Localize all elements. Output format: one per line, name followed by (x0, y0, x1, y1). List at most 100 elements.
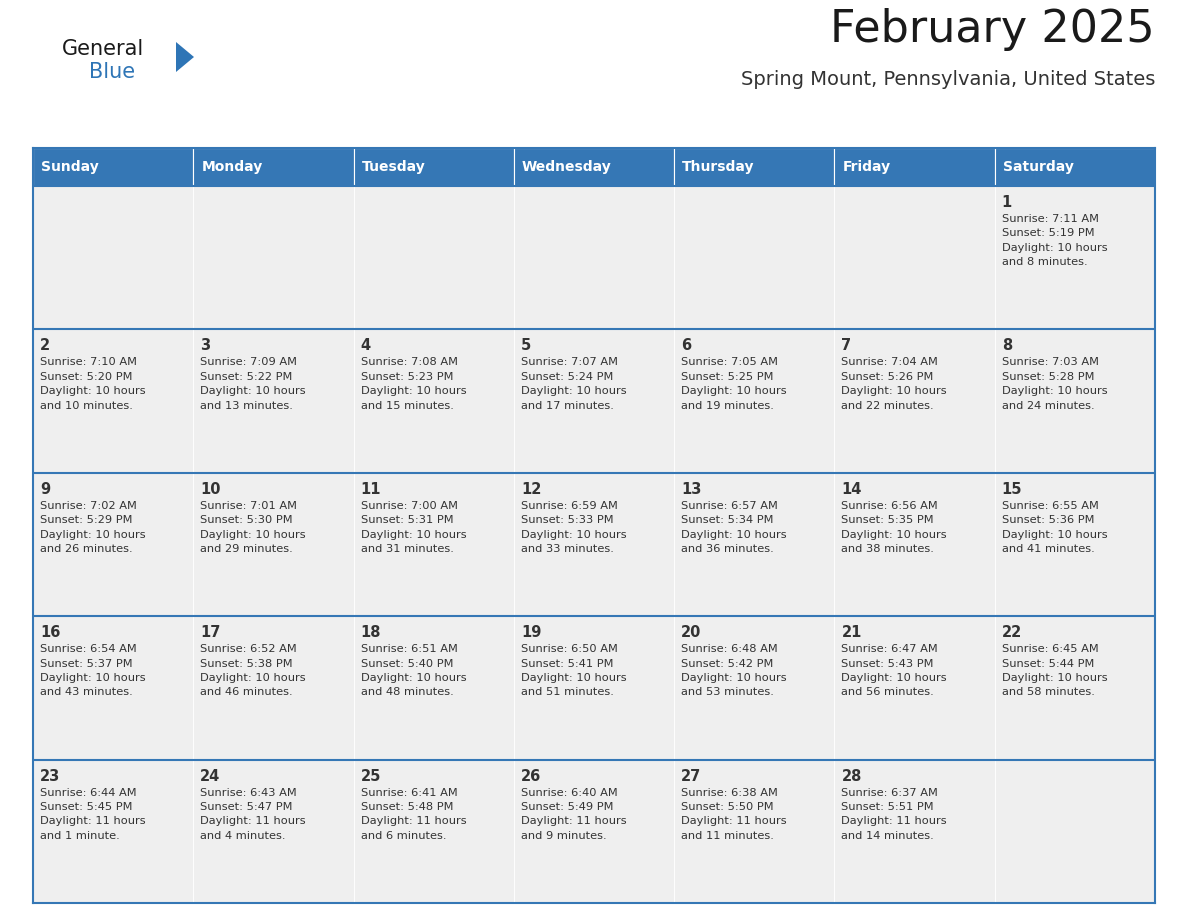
Bar (674, 616, 834, 759)
Bar (514, 759, 674, 903)
Bar (354, 186, 514, 330)
Text: 15: 15 (1001, 482, 1022, 497)
Text: Spring Mount, Pennsylvania, United States: Spring Mount, Pennsylvania, United State… (740, 70, 1155, 89)
Text: 28: 28 (841, 768, 861, 784)
Bar (514, 330, 674, 473)
Text: 7: 7 (841, 339, 852, 353)
Text: 23: 23 (40, 768, 61, 784)
Bar (994, 473, 1155, 616)
Bar (354, 759, 514, 903)
Text: Sunrise: 6:44 AM
Sunset: 5:45 PM
Daylight: 11 hours
and 1 minute.: Sunrise: 6:44 AM Sunset: 5:45 PM Dayligh… (40, 788, 146, 841)
Text: Sunrise: 6:47 AM
Sunset: 5:43 PM
Daylight: 10 hours
and 56 minutes.: Sunrise: 6:47 AM Sunset: 5:43 PM Dayligh… (841, 644, 947, 698)
Bar (194, 473, 354, 616)
Text: 18: 18 (361, 625, 381, 640)
Text: 8: 8 (1001, 339, 1012, 353)
Text: Sunrise: 6:56 AM
Sunset: 5:35 PM
Daylight: 10 hours
and 38 minutes.: Sunrise: 6:56 AM Sunset: 5:35 PM Dayligh… (841, 501, 947, 554)
Text: 10: 10 (201, 482, 221, 497)
Bar (194, 759, 354, 903)
Text: Sunrise: 7:11 AM
Sunset: 5:19 PM
Daylight: 10 hours
and 8 minutes.: Sunrise: 7:11 AM Sunset: 5:19 PM Dayligh… (1001, 214, 1107, 267)
Text: Sunrise: 6:41 AM
Sunset: 5:48 PM
Daylight: 11 hours
and 6 minutes.: Sunrise: 6:41 AM Sunset: 5:48 PM Dayligh… (361, 788, 466, 841)
Text: Sunrise: 7:09 AM
Sunset: 5:22 PM
Daylight: 10 hours
and 13 minutes.: Sunrise: 7:09 AM Sunset: 5:22 PM Dayligh… (201, 357, 307, 410)
Bar (834, 186, 994, 330)
Text: Sunrise: 7:10 AM
Sunset: 5:20 PM
Daylight: 10 hours
and 10 minutes.: Sunrise: 7:10 AM Sunset: 5:20 PM Dayligh… (40, 357, 146, 410)
Text: Thursday: Thursday (682, 160, 754, 174)
Bar (33, 473, 194, 616)
Text: Wednesday: Wednesday (522, 160, 612, 174)
Text: 17: 17 (201, 625, 221, 640)
Text: 27: 27 (681, 768, 701, 784)
Text: Sunrise: 6:57 AM
Sunset: 5:34 PM
Daylight: 10 hours
and 36 minutes.: Sunrise: 6:57 AM Sunset: 5:34 PM Dayligh… (681, 501, 786, 554)
Text: Sunrise: 6:54 AM
Sunset: 5:37 PM
Daylight: 10 hours
and 43 minutes.: Sunrise: 6:54 AM Sunset: 5:37 PM Dayligh… (40, 644, 146, 698)
Text: Sunrise: 6:52 AM
Sunset: 5:38 PM
Daylight: 10 hours
and 46 minutes.: Sunrise: 6:52 AM Sunset: 5:38 PM Dayligh… (201, 644, 307, 698)
Bar (834, 616, 994, 759)
Text: Sunrise: 7:00 AM
Sunset: 5:31 PM
Daylight: 10 hours
and 31 minutes.: Sunrise: 7:00 AM Sunset: 5:31 PM Dayligh… (361, 501, 466, 554)
Text: February 2025: February 2025 (830, 8, 1155, 51)
Text: Sunrise: 6:40 AM
Sunset: 5:49 PM
Daylight: 11 hours
and 9 minutes.: Sunrise: 6:40 AM Sunset: 5:49 PM Dayligh… (520, 788, 626, 841)
Polygon shape (176, 42, 194, 72)
Text: Sunrise: 7:07 AM
Sunset: 5:24 PM
Daylight: 10 hours
and 17 minutes.: Sunrise: 7:07 AM Sunset: 5:24 PM Dayligh… (520, 357, 626, 410)
Bar (994, 616, 1155, 759)
Text: Sunrise: 6:55 AM
Sunset: 5:36 PM
Daylight: 10 hours
and 41 minutes.: Sunrise: 6:55 AM Sunset: 5:36 PM Dayligh… (1001, 501, 1107, 554)
Bar (674, 330, 834, 473)
Bar (354, 330, 514, 473)
Text: Blue: Blue (89, 62, 135, 82)
Text: 14: 14 (841, 482, 861, 497)
Text: Sunrise: 6:51 AM
Sunset: 5:40 PM
Daylight: 10 hours
and 48 minutes.: Sunrise: 6:51 AM Sunset: 5:40 PM Dayligh… (361, 644, 466, 698)
Text: 12: 12 (520, 482, 542, 497)
Bar (354, 616, 514, 759)
Text: Sunrise: 7:03 AM
Sunset: 5:28 PM
Daylight: 10 hours
and 24 minutes.: Sunrise: 7:03 AM Sunset: 5:28 PM Dayligh… (1001, 357, 1107, 410)
Text: Sunrise: 6:37 AM
Sunset: 5:51 PM
Daylight: 11 hours
and 14 minutes.: Sunrise: 6:37 AM Sunset: 5:51 PM Dayligh… (841, 788, 947, 841)
Bar (834, 330, 994, 473)
Text: 26: 26 (520, 768, 541, 784)
Bar (33, 759, 194, 903)
Text: 11: 11 (361, 482, 381, 497)
Text: 2: 2 (40, 339, 50, 353)
Text: 4: 4 (361, 339, 371, 353)
Bar (674, 186, 834, 330)
Bar (33, 186, 194, 330)
Bar (194, 186, 354, 330)
Bar (994, 759, 1155, 903)
Text: 24: 24 (201, 768, 221, 784)
Text: Monday: Monday (201, 160, 263, 174)
Bar (674, 759, 834, 903)
Text: Sunrise: 6:48 AM
Sunset: 5:42 PM
Daylight: 10 hours
and 53 minutes.: Sunrise: 6:48 AM Sunset: 5:42 PM Dayligh… (681, 644, 786, 698)
Text: Sunrise: 7:01 AM
Sunset: 5:30 PM
Daylight: 10 hours
and 29 minutes.: Sunrise: 7:01 AM Sunset: 5:30 PM Dayligh… (201, 501, 307, 554)
Bar (194, 616, 354, 759)
Text: 1: 1 (1001, 195, 1012, 210)
Text: Friday: Friday (842, 160, 891, 174)
Bar (194, 148, 354, 186)
Text: 3: 3 (201, 339, 210, 353)
Text: 5: 5 (520, 339, 531, 353)
Text: Saturday: Saturday (1003, 160, 1074, 174)
Text: Sunrise: 7:08 AM
Sunset: 5:23 PM
Daylight: 10 hours
and 15 minutes.: Sunrise: 7:08 AM Sunset: 5:23 PM Dayligh… (361, 357, 466, 410)
Text: 9: 9 (40, 482, 50, 497)
Bar (674, 473, 834, 616)
Bar (33, 330, 194, 473)
Text: General: General (62, 39, 144, 59)
Text: Sunrise: 7:04 AM
Sunset: 5:26 PM
Daylight: 10 hours
and 22 minutes.: Sunrise: 7:04 AM Sunset: 5:26 PM Dayligh… (841, 357, 947, 410)
Bar (33, 616, 194, 759)
Bar (994, 186, 1155, 330)
Text: Sunrise: 7:02 AM
Sunset: 5:29 PM
Daylight: 10 hours
and 26 minutes.: Sunrise: 7:02 AM Sunset: 5:29 PM Dayligh… (40, 501, 146, 554)
Text: 16: 16 (40, 625, 61, 640)
Text: Sunrise: 6:38 AM
Sunset: 5:50 PM
Daylight: 11 hours
and 11 minutes.: Sunrise: 6:38 AM Sunset: 5:50 PM Dayligh… (681, 788, 786, 841)
Bar (834, 759, 994, 903)
Text: Sunrise: 6:59 AM
Sunset: 5:33 PM
Daylight: 10 hours
and 33 minutes.: Sunrise: 6:59 AM Sunset: 5:33 PM Dayligh… (520, 501, 626, 554)
Text: Sunrise: 6:43 AM
Sunset: 5:47 PM
Daylight: 11 hours
and 4 minutes.: Sunrise: 6:43 AM Sunset: 5:47 PM Dayligh… (201, 788, 307, 841)
Bar (834, 473, 994, 616)
Bar (834, 148, 994, 186)
Bar (994, 148, 1155, 186)
Bar (354, 148, 514, 186)
Text: Sunday: Sunday (42, 160, 99, 174)
Text: Sunrise: 7:05 AM
Sunset: 5:25 PM
Daylight: 10 hours
and 19 minutes.: Sunrise: 7:05 AM Sunset: 5:25 PM Dayligh… (681, 357, 786, 410)
Text: 13: 13 (681, 482, 702, 497)
Text: 22: 22 (1001, 625, 1022, 640)
Bar (33, 148, 194, 186)
Text: 21: 21 (841, 625, 861, 640)
Text: 19: 19 (520, 625, 542, 640)
Text: 20: 20 (681, 625, 702, 640)
Bar (674, 148, 834, 186)
Bar (514, 616, 674, 759)
Bar (514, 148, 674, 186)
